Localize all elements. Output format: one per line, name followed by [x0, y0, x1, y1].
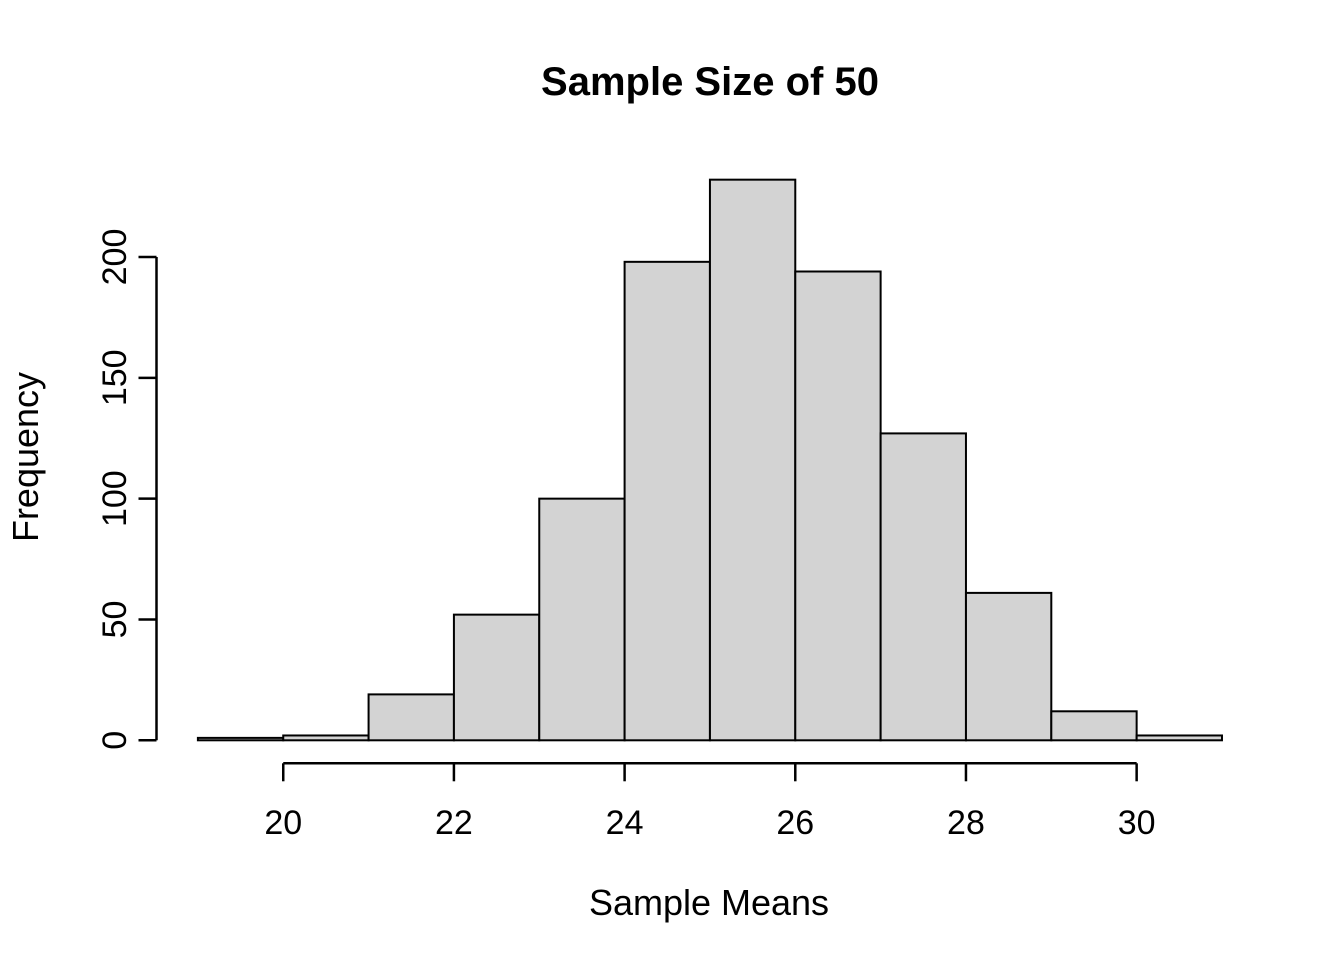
histogram-bar [1050, 710, 1138, 742]
histogram-bar [196, 736, 285, 742]
chart-title: Sample Size of 50 [541, 60, 879, 104]
y-tick-label: 200 [96, 229, 134, 286]
histogram-bar [623, 260, 711, 742]
y-tick-label: 0 [96, 731, 134, 750]
histogram-bar [367, 693, 455, 742]
x-tick-label: 24 [606, 804, 644, 842]
x-tick-label: 22 [435, 804, 473, 842]
histogram-bar [964, 591, 1053, 742]
x-axis: 20 22 24 26 28 30 [264, 762, 1156, 842]
x-axis-label: Sample Means [589, 882, 829, 923]
x-tick-label: 28 [947, 804, 985, 842]
y-tick-label: 150 [96, 349, 134, 406]
histogram-bar [879, 432, 967, 742]
y-tick-label: 50 [96, 601, 134, 639]
histogram-bar [1135, 734, 1223, 742]
histogram-bar [794, 270, 882, 742]
x-tick-label: 20 [264, 804, 302, 842]
histogram-bar [452, 613, 541, 742]
x-tick-label: 30 [1118, 804, 1156, 842]
histogram-bar [708, 178, 797, 742]
y-axis: 0 50 100 150 200 [96, 229, 158, 750]
histogram-bars [196, 178, 1223, 742]
x-tick-label: 26 [776, 804, 814, 842]
y-axis-label: Frequency [5, 372, 46, 542]
y-tick-label: 100 [96, 470, 134, 527]
histogram-bar [282, 734, 370, 742]
histogram-bar [538, 497, 626, 742]
